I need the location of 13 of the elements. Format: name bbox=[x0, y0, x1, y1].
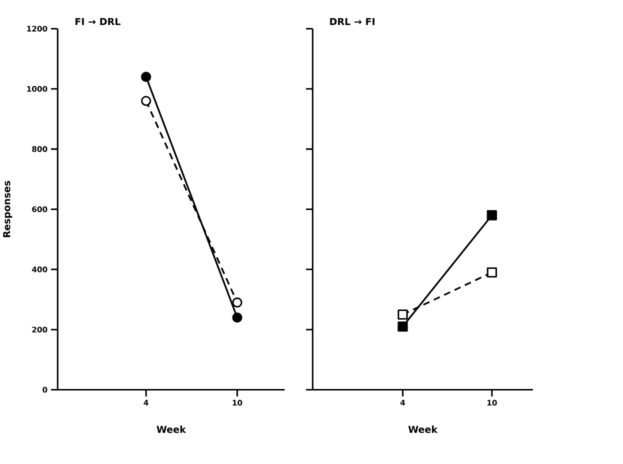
point bbox=[486, 268, 497, 278]
chart-title: DRL → FI bbox=[330, 18, 374, 26]
y-axis-title: Responses bbox=[3, 181, 12, 238]
x-axis-title: Week bbox=[156, 426, 186, 434]
point bbox=[141, 72, 152, 82]
point bbox=[398, 310, 408, 320]
point bbox=[232, 312, 242, 323]
point bbox=[141, 96, 152, 106]
x-axis-title: Week bbox=[408, 426, 438, 434]
chart-title: FI → DRL bbox=[76, 18, 120, 26]
point bbox=[398, 322, 408, 332]
point bbox=[232, 298, 242, 308]
point bbox=[486, 210, 497, 221]
